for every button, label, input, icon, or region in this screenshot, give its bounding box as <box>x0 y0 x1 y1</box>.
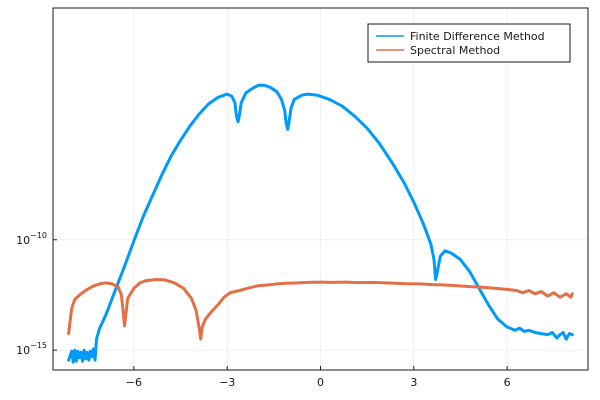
legend-label: Finite Difference Method <box>410 30 545 43</box>
y-tick-label: 10−10 <box>16 231 47 247</box>
y-tick-exponent: −10 <box>30 231 47 240</box>
x-tick-label: 0 <box>317 376 324 389</box>
legend-label: Spectral Method <box>410 44 500 57</box>
legend-box <box>367 23 571 63</box>
x-tick-label: 3 <box>410 376 417 389</box>
x-tick-label: 6 <box>504 376 511 389</box>
series-line-spectral <box>67 278 574 341</box>
y-tick-exponent: −15 <box>30 341 47 350</box>
grid-layer <box>53 8 588 370</box>
x-tick-label: −6 <box>126 376 142 389</box>
x-axis: −6 −3 0 3 6 <box>126 366 511 389</box>
series-line-finite-difference <box>67 83 574 364</box>
series-layer <box>67 83 574 364</box>
y-tick-mantissa: 10 <box>16 344 30 357</box>
x-tick-label: −3 <box>219 376 235 389</box>
y-tick-mantissa: 10 <box>16 234 30 247</box>
y-tick-label: 10−15 <box>16 341 47 357</box>
